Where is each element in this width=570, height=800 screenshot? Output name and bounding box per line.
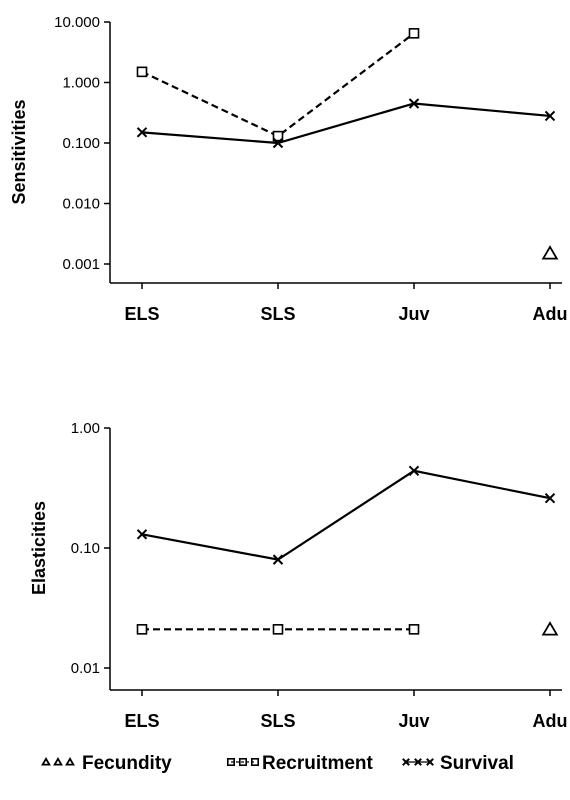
series-fecundity-point [541, 621, 559, 636]
series-survival-point-stroke-b [544, 492, 556, 504]
series-survival-point-stroke-b [136, 127, 148, 138]
series-survival-point-stroke-b [136, 529, 148, 540]
legend-label: Recruitment [262, 753, 374, 774]
series-recruitment-line [141, 32, 415, 138]
series-survival-point-stroke-b [544, 110, 556, 122]
y-axis-title: Sensitivities [9, 99, 29, 204]
y-tick-label: 0.01 [71, 660, 100, 677]
series-survival-point [408, 465, 420, 476]
legend-item-fecundity: Fecundity [41, 753, 172, 774]
y-tick-label: 0.100 [62, 135, 100, 152]
legend-label: Survival [440, 753, 514, 774]
series-survival-line [141, 102, 551, 145]
series-recruitment [136, 28, 420, 142]
series-survival-point-stroke-b [272, 137, 284, 149]
series-survival-line [141, 469, 551, 561]
series-fecundity [541, 245, 559, 260]
x-tick-label: ELS [124, 711, 159, 731]
x-tick-label: SLS [260, 304, 295, 324]
series-survival [136, 465, 556, 565]
series-recruitment-point [136, 66, 148, 78]
series-survival-point [136, 529, 148, 540]
y-tick-label: 1.00 [71, 420, 100, 437]
series-fecundity-point [541, 245, 559, 260]
legend-marker [41, 757, 51, 766]
series-survival-point-stroke-b [408, 98, 420, 109]
y-tick-label: 0.001 [62, 256, 100, 273]
y-tick-label: 0.010 [62, 196, 100, 213]
y-axis-title: Elasticities [29, 501, 49, 595]
series-survival-point [272, 137, 284, 149]
x-tick-label: Adu [533, 711, 568, 731]
y-tick-label: 0.10 [71, 540, 100, 557]
legend: Fecundity Recruitment Survival [41, 753, 514, 774]
series-survival-point-stroke-b [408, 465, 420, 476]
y-tick-label: 10.000 [54, 14, 100, 31]
legend-label: Fecundity [82, 753, 172, 774]
series-survival-point-stroke-b [272, 554, 284, 565]
series-survival-point [408, 98, 420, 109]
series-fecundity [541, 621, 559, 636]
legend-item-recruitment: Recruitment [227, 753, 374, 774]
series-recruitment-point [136, 624, 148, 635]
series-survival-point [544, 110, 556, 122]
series-recruitment-point [408, 624, 420, 635]
legend-marker [65, 757, 75, 766]
series-survival-point [272, 554, 284, 565]
series-survival-point [136, 127, 148, 138]
series-survival [136, 98, 556, 149]
series-recruitment-point [272, 624, 284, 635]
series-recruitment-point [272, 130, 284, 142]
x-tick-label: SLS [260, 711, 295, 731]
y-tick-label: 1.000 [62, 75, 100, 92]
legend-marker [53, 757, 63, 766]
x-tick-label: Adu [533, 304, 568, 324]
series-recruitment-point [408, 28, 420, 39]
sensitivities-panel: 10.000 1.000 0.100 0.010 0.001 ELS SLS Juv Adu Se… [9, 14, 568, 324]
series-survival-point [544, 492, 556, 504]
elasticities-panel: 1.00 0.10 0.01 ELS SLS Juv Adu Elasticities [29, 420, 568, 731]
legend-item-survival: Survival [402, 753, 514, 774]
x-tick-label: ELS [124, 304, 159, 324]
x-tick-label: Juv [398, 711, 429, 731]
x-tick-label: Juv [398, 304, 429, 324]
series-recruitment [136, 624, 420, 635]
